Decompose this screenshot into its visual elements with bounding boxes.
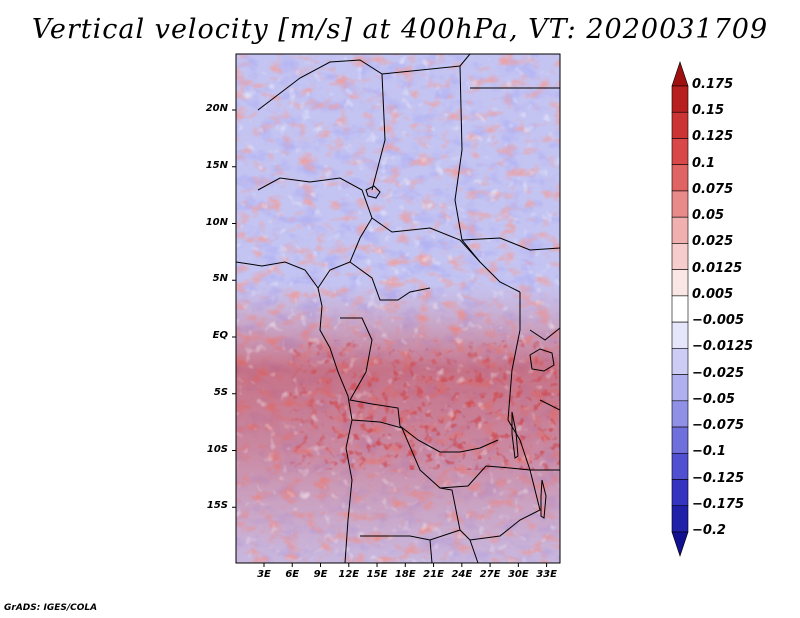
lat-label: 15S bbox=[188, 500, 228, 511]
lat-label: 5S bbox=[188, 387, 228, 398]
lon-label: 30E bbox=[503, 569, 533, 580]
lon-label: 18E bbox=[390, 569, 420, 580]
map-figure bbox=[0, 0, 800, 618]
colorbar-label: −0.0125 bbox=[692, 339, 753, 354]
colorbar-label: 0.125 bbox=[692, 129, 733, 144]
colorbar-label: 0.15 bbox=[692, 103, 724, 118]
colorbar-label: −0.175 bbox=[692, 497, 744, 512]
colorbar-min-arrow bbox=[672, 532, 688, 556]
colorbar-label: −0.05 bbox=[692, 392, 735, 407]
colorbar-segment bbox=[672, 270, 688, 296]
colorbar-label: −0.2 bbox=[692, 523, 726, 538]
lat-label: 15N bbox=[188, 160, 228, 171]
lon-label: 6E bbox=[277, 569, 307, 580]
lat-label: 10S bbox=[188, 444, 228, 455]
colorbar-segment bbox=[672, 243, 688, 269]
lon-label: 3E bbox=[249, 569, 279, 580]
colorbar-label: −0.025 bbox=[692, 366, 744, 381]
colorbar-segment bbox=[672, 348, 688, 374]
colorbar-max-arrow bbox=[672, 62, 688, 86]
grads-credit: GrADS: IGES/COLA bbox=[4, 603, 97, 613]
lat-label: EQ bbox=[188, 330, 228, 341]
lat-label: 20N bbox=[188, 103, 228, 114]
colorbar-segment bbox=[672, 453, 688, 479]
colorbar-label: 0.025 bbox=[692, 234, 733, 249]
lat-label: 10N bbox=[188, 217, 228, 228]
colorbar-label: −0.075 bbox=[692, 418, 744, 433]
colorbar-label: 0.075 bbox=[692, 182, 733, 197]
colorbar-segment bbox=[672, 138, 688, 164]
colorbar-segment bbox=[672, 375, 688, 401]
colorbar-segment bbox=[672, 480, 688, 506]
colorbar-segment bbox=[672, 165, 688, 191]
colorbar-label: 0.175 bbox=[692, 77, 733, 92]
colorbar-segment bbox=[672, 322, 688, 348]
colorbar-segment bbox=[672, 191, 688, 217]
lon-label: 15E bbox=[362, 569, 392, 580]
lon-label: 33E bbox=[532, 569, 562, 580]
colorbar-segment bbox=[672, 427, 688, 453]
colorbar-segment bbox=[672, 401, 688, 427]
lon-label: 27E bbox=[475, 569, 505, 580]
lon-label: 9E bbox=[306, 569, 336, 580]
colorbar-segment bbox=[672, 112, 688, 138]
lon-label: 21E bbox=[419, 569, 449, 580]
colorbar-label: 0.1 bbox=[692, 156, 715, 171]
colorbar-label: −0.1 bbox=[692, 444, 726, 459]
colorbar-label: −0.005 bbox=[692, 313, 744, 328]
colorbar-label: −0.125 bbox=[692, 471, 744, 486]
lon-label: 24E bbox=[447, 569, 477, 580]
colorbar-segment bbox=[672, 217, 688, 243]
colorbar-segment bbox=[672, 506, 688, 532]
lon-label: 12E bbox=[334, 569, 364, 580]
colorbar-segment bbox=[672, 86, 688, 112]
lat-label: 5N bbox=[188, 273, 228, 284]
colorbar-label: 0.05 bbox=[692, 208, 724, 223]
colorbar-segment bbox=[672, 296, 688, 322]
colorbar-label: 0.005 bbox=[692, 287, 733, 302]
colorbar-label: 0.0125 bbox=[692, 261, 742, 276]
colorbar bbox=[672, 62, 688, 556]
